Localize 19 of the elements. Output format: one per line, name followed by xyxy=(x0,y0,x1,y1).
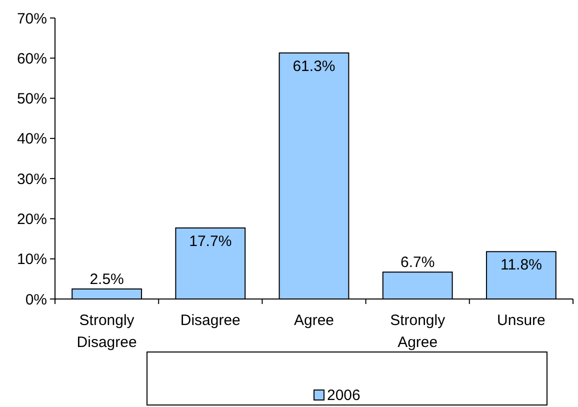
legend-label: 2006 xyxy=(327,387,360,404)
y-tick-label: 70% xyxy=(16,10,47,28)
data-label: 11.8% xyxy=(500,256,542,274)
data-label: 2.5% xyxy=(90,270,124,288)
y-tick-label: 10% xyxy=(16,251,47,268)
data-label: 17.7% xyxy=(189,232,232,250)
data-label: 61.3% xyxy=(292,58,336,75)
y-tick-label: 60% xyxy=(16,50,47,68)
data-label: 6.7% xyxy=(400,254,435,272)
y-tick-label: 40% xyxy=(16,130,47,148)
x-tick-label: Strongly Agree xyxy=(390,312,446,351)
y-tick-label: 0% xyxy=(25,291,47,308)
x-tick-label: Agree xyxy=(294,312,334,329)
x-tick-label: Strongly Disagree xyxy=(76,312,137,351)
y-tick-label: 50% xyxy=(16,90,47,108)
x-tick-label: Unsure xyxy=(497,312,546,329)
y-tick-label: 20% xyxy=(16,210,47,228)
x-tick-label: Disagree xyxy=(180,312,240,329)
y-tick-label: 30% xyxy=(16,170,47,188)
